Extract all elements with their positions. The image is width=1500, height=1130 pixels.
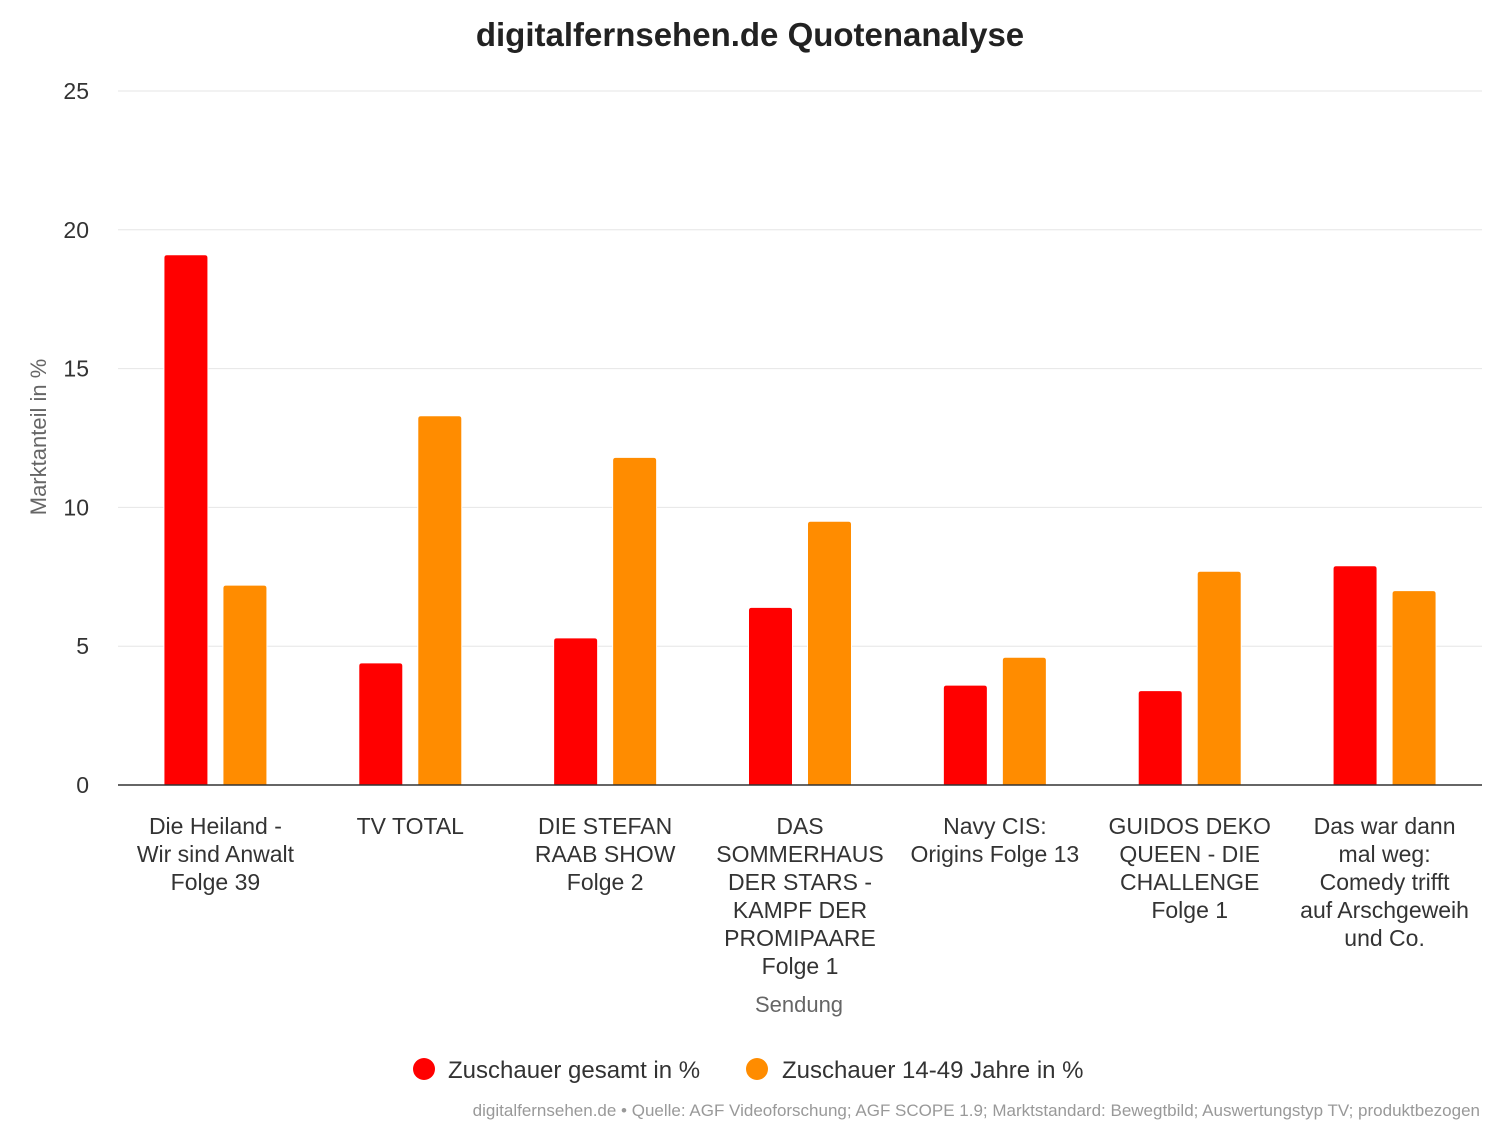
x-tick-label: Navy CIS: Origins Folge 13 xyxy=(910,813,1079,867)
bars: Zuschauer gesamt in %: 19.1 Zuschauer ges… xyxy=(163,254,1437,786)
bar-age-14-49[interactable]: Zuschauer 14-49 Jahre in %: 7.7 xyxy=(1196,570,1242,786)
x-tick-line: DER STARS - xyxy=(728,869,872,895)
bar-age-14-49[interactable]: Zuschauer 14-49 Jahre in %: 7.2 xyxy=(222,584,268,786)
x-tick-line: SOMMERHAUS xyxy=(716,841,883,867)
bar-age-14-49[interactable]: Zuschauer 14-49 Jahre in %: 13.3 xyxy=(417,415,463,786)
legend-item[interactable]: Zuschauer 14-49 Jahre in % xyxy=(746,1057,1084,1084)
x-tick-line: Folge 39 xyxy=(171,869,261,895)
x-tick-line: Das war dann xyxy=(1314,813,1456,839)
x-tick-line: Folge 1 xyxy=(1151,897,1228,923)
x-tick-label: GUIDOS DEKO QUEEN - DIE CHALLENGE Folge 1 xyxy=(1109,813,1271,923)
x-tick-line: QUEEN - DIE xyxy=(1119,841,1260,867)
x-tick-line: Folge 1 xyxy=(762,953,839,979)
x-tick-line: RAAB SHOW xyxy=(535,841,676,867)
y-tick-label: 10 xyxy=(63,494,89,520)
x-tick-line: mal weg: xyxy=(1339,841,1431,867)
x-tick-line: und Co. xyxy=(1344,925,1425,951)
bar-total[interactable]: Zuschauer gesamt in %: 5.3 xyxy=(553,637,599,786)
x-axis-ticks: Die Heiland -Wir sind Anwalt Folge 39 TV T… xyxy=(137,813,1469,979)
legend-label: Zuschauer gesamt in % xyxy=(448,1057,700,1084)
x-tick-label: Die Heiland -Wir sind Anwalt Folge 39 xyxy=(137,813,295,895)
bar-total[interactable]: Zuschauer gesamt in %: 7.9 xyxy=(1332,565,1378,786)
x-tick-line: Navy CIS: xyxy=(943,813,1047,839)
grid-lines xyxy=(118,90,1482,647)
bar-total[interactable]: Zuschauer gesamt in %: 3.6 xyxy=(942,684,988,786)
x-tick-line: PROMIPAARE xyxy=(724,925,876,951)
bar-age-14-49[interactable]: Zuschauer 14-49 Jahre in %: 7 xyxy=(1391,590,1437,786)
y-tick-label: 20 xyxy=(63,217,89,243)
bar-total[interactable]: Zuschauer gesamt in %: 4.4 xyxy=(358,662,404,786)
bar-total[interactable]: Zuschauer gesamt in %: 3.4 xyxy=(1137,690,1183,786)
y-axis-ticks: 0 5 10 15 20 25 xyxy=(63,78,89,798)
x-tick-label: Das war dann mal weg: Comedy trifft auf Ars… xyxy=(1300,813,1469,951)
y-tick-label: 5 xyxy=(76,633,89,659)
x-tick-label: DIE STEFAN RAAB SHOW Folge 2 xyxy=(535,813,676,895)
x-tick-line: CHALLENGE xyxy=(1120,869,1259,895)
x-axis-title: Sendung xyxy=(755,992,843,1017)
bar-total[interactable]: Zuschauer gesamt in %: 6.4 xyxy=(748,606,793,786)
bar-age-14-49[interactable]: Zuschauer 14-49 Jahre in %: 9.5 xyxy=(807,520,852,786)
y-tick-label: 0 xyxy=(76,772,89,798)
x-tick-line: auf Arschgeweih xyxy=(1300,897,1469,923)
x-tick-line: DAS xyxy=(776,813,823,839)
legend[interactable]: Zuschauer gesamt in % Zuschauer 14-49 Jah… xyxy=(413,1057,1084,1084)
x-tick-line: TV TOTAL xyxy=(357,813,465,839)
bar-age-14-49[interactable]: Zuschauer 14-49 Jahre in %: 4.6 xyxy=(1001,656,1047,786)
x-tick-line: Folge 2 xyxy=(567,869,644,895)
chart-title: digitalfernsehen.de Quotenanalyse xyxy=(476,16,1024,53)
x-tick-line: GUIDOS DEKO xyxy=(1109,813,1271,839)
x-tick-line: Die Heiland - xyxy=(149,813,282,839)
x-tick-label: TV TOTAL xyxy=(357,813,465,839)
legend-marker-icon xyxy=(746,1058,768,1080)
credits-text[interactable]: digitalfernsehen.de • Quelle: AGF Videof… xyxy=(473,1101,1480,1120)
y-tick-label: 25 xyxy=(63,78,89,104)
x-tick-line: Origins Folge 13 xyxy=(910,841,1079,867)
y-tick-label: 15 xyxy=(63,356,89,382)
legend-item[interactable]: Zuschauer gesamt in % xyxy=(413,1057,700,1084)
legend-label: Zuschauer 14-49 Jahre in % xyxy=(782,1057,1084,1084)
bar-total[interactable]: Zuschauer gesamt in %: 19.1 xyxy=(163,254,209,786)
y-axis-title: Marktanteil in % xyxy=(26,359,51,516)
x-tick-label: DAS SOMMERHAUS DER STARS -KAMPF DER PROMIPA… xyxy=(716,813,883,979)
x-tick-line: KAMPF DER xyxy=(733,897,867,923)
x-tick-line: DIE STEFAN xyxy=(538,813,672,839)
x-tick-line: Wir sind Anwalt xyxy=(137,841,295,867)
x-tick-line: Comedy trifft xyxy=(1320,869,1451,895)
legend-marker-icon xyxy=(413,1058,435,1080)
bar-age-14-49[interactable]: Zuschauer 14-49 Jahre in %: 11.8 xyxy=(612,456,658,786)
